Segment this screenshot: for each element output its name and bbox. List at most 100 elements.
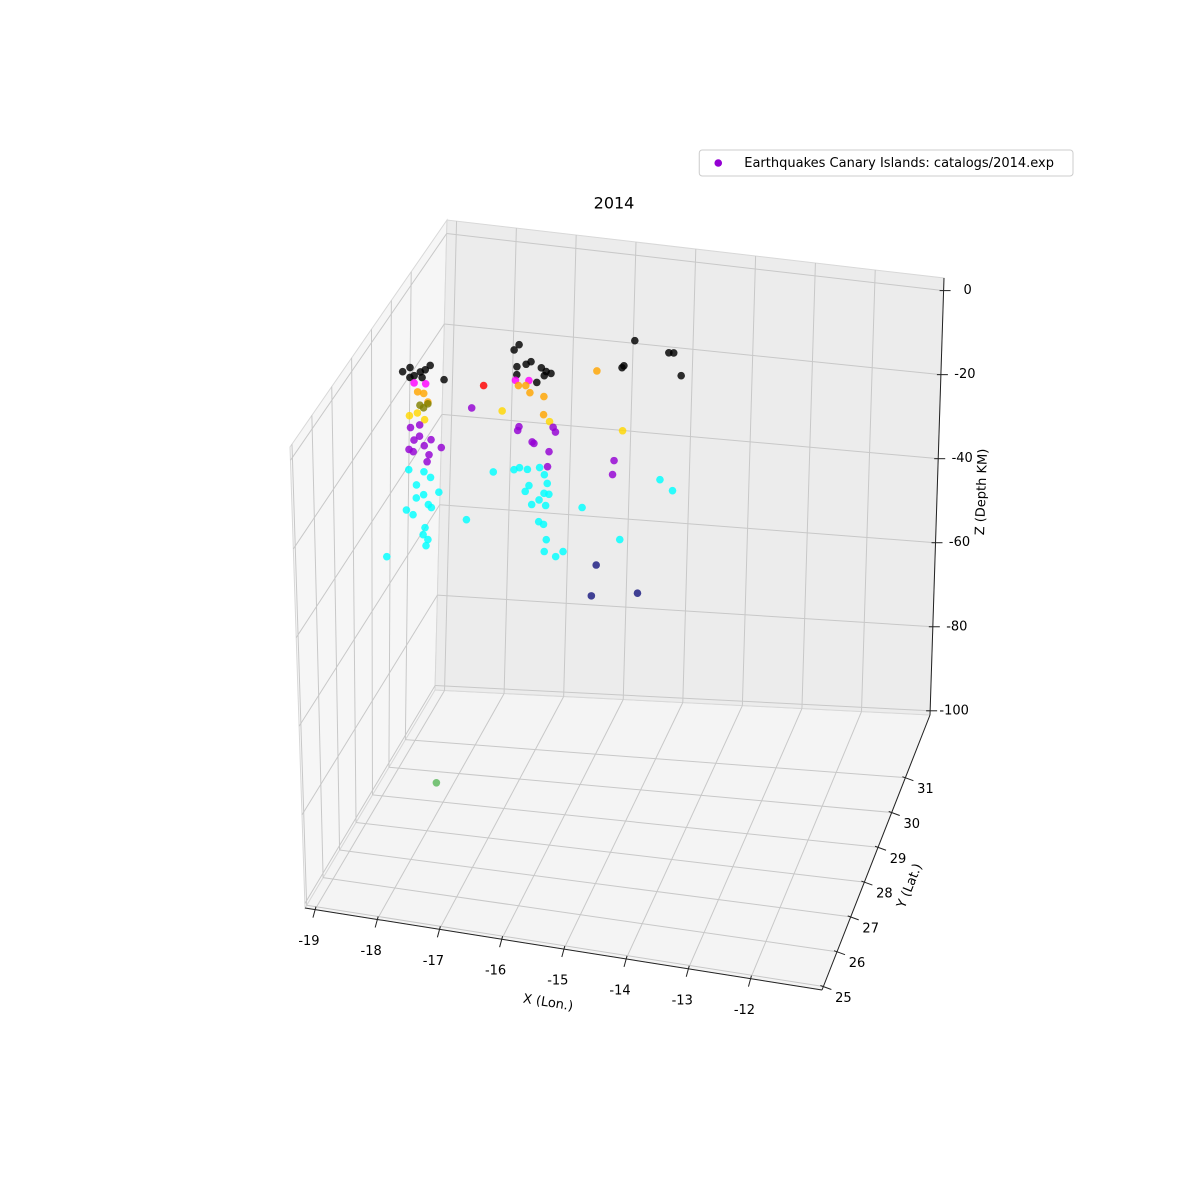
point (467, 404, 476, 412)
point (404, 465, 413, 474)
grid-line (439, 504, 936, 544)
x-tick (747, 975, 752, 987)
point (539, 520, 548, 529)
point (413, 409, 422, 417)
x-tick-label: -16 (485, 964, 506, 979)
point (413, 388, 422, 396)
y-tick (902, 776, 914, 782)
point (415, 421, 424, 429)
x-tick-label: -18 (361, 944, 382, 959)
point (541, 501, 550, 510)
x-tick-label: -15 (547, 974, 568, 989)
y-tick (888, 810, 900, 816)
point (547, 369, 555, 378)
grid-line (290, 233, 448, 461)
point (540, 371, 549, 380)
x-tick-label: -12 (734, 1003, 755, 1018)
grid-line (741, 255, 757, 706)
point (545, 417, 554, 426)
grid-line (404, 271, 412, 740)
point (406, 363, 414, 372)
x-tick (436, 926, 441, 938)
x-tick (499, 936, 504, 948)
grid-line (291, 444, 308, 906)
point (545, 447, 553, 456)
point (440, 375, 448, 384)
grid-line (304, 685, 436, 904)
x-tick-label: -17 (423, 954, 444, 969)
point (410, 436, 418, 444)
point (540, 470, 549, 479)
grid-line (388, 766, 892, 813)
y-tick-label: 27 (862, 921, 879, 936)
point (426, 361, 435, 370)
point (543, 462, 552, 471)
y-axis-label: Y (Lat.) (894, 862, 926, 912)
grid-line (351, 357, 357, 823)
point (412, 494, 421, 502)
point (669, 349, 678, 357)
grid-line (444, 323, 941, 376)
grid-line (298, 504, 441, 727)
point (559, 547, 567, 556)
y-tick-label: 28 (876, 887, 893, 902)
x-tick (312, 906, 317, 918)
point (410, 379, 418, 387)
x-tick-label: -13 (672, 993, 693, 1008)
grid-line (622, 242, 637, 700)
point (521, 487, 530, 496)
z-tick-label: -40 (952, 451, 973, 466)
grid-line (306, 904, 824, 988)
point (423, 457, 431, 466)
point (398, 367, 407, 376)
point (533, 378, 541, 387)
chart-title: 2014 (594, 194, 635, 213)
point (513, 426, 522, 435)
z-tick-label: -60 (949, 535, 970, 550)
grid-line (501, 699, 624, 940)
point (530, 439, 538, 448)
grid-line (441, 413, 939, 460)
x-axis-label: X (Lon.) (522, 992, 574, 1015)
point (424, 400, 432, 408)
x-tick-label: -14 (609, 983, 630, 998)
grid-line (801, 262, 816, 709)
y-tick-label: 30 (903, 817, 920, 832)
point (498, 407, 506, 415)
z-tick-label: -20 (954, 367, 975, 382)
point (527, 357, 535, 366)
point (551, 552, 560, 561)
point (592, 561, 600, 569)
point (618, 426, 627, 435)
point (608, 470, 617, 479)
point (419, 490, 428, 499)
point (551, 428, 560, 436)
point (418, 373, 426, 382)
point (521, 381, 530, 390)
point (420, 441, 429, 450)
point (427, 435, 435, 444)
grid-line (437, 594, 933, 628)
grid-line (405, 739, 906, 779)
point (424, 535, 432, 544)
point (620, 361, 628, 370)
grid-line (438, 696, 565, 930)
point (419, 389, 428, 398)
grid-line (301, 594, 438, 816)
y-tick-label: 31 (917, 782, 934, 797)
point (422, 541, 430, 550)
point (437, 443, 446, 452)
y-tick (847, 915, 859, 921)
point (539, 410, 548, 419)
point (425, 450, 433, 459)
grid-line (860, 269, 876, 712)
grid-line (355, 821, 865, 883)
point (406, 423, 415, 432)
y-tick (874, 845, 887, 851)
point (668, 486, 677, 495)
legend-label: Earthquakes Canary Islands: catalogs/201… (744, 156, 1054, 171)
grid-line (446, 233, 944, 292)
point (510, 346, 518, 354)
y-tick-label: 25 (835, 991, 852, 1006)
legend-marker (714, 159, 723, 167)
